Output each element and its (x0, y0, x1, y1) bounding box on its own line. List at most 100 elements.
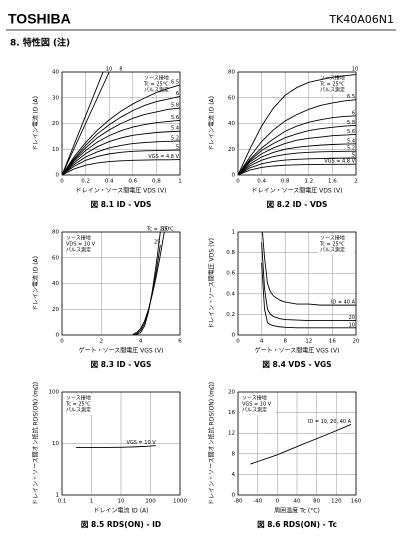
y-tick-label: 0 (56, 333, 60, 339)
legend-box (142, 74, 178, 95)
series-label: 5.4 (171, 126, 179, 132)
y-tick-label: 8 (232, 451, 236, 457)
legend-text: ソース接地 (66, 235, 91, 242)
series-label: ID = 10, 20, 40 A (308, 419, 352, 425)
series-label: 5.6 (347, 129, 355, 135)
y-tick-label: 100 (49, 390, 60, 396)
y-tick-label: 1 (56, 493, 60, 499)
curve (62, 72, 104, 175)
y-tick-label: 10 (52, 147, 59, 153)
series-label: 20 (349, 315, 355, 321)
curve (250, 424, 352, 465)
y-axis-label: ドレイン・ソース間オン抵抗 RDS(ON) (mΩ) (208, 382, 216, 505)
curve (62, 107, 180, 175)
legend-text: ソース接地 (66, 395, 91, 402)
series-label: 6.5 (347, 94, 355, 100)
series-label: ID = 40 A (331, 300, 356, 306)
x-tick-label: 4 (139, 339, 143, 345)
x-tick-label: 0.4 (105, 179, 114, 185)
legend-text: VDS = 10 V (66, 242, 96, 248)
plot-frame (237, 71, 357, 176)
x-tick-label: 160 (351, 499, 362, 505)
y-axis-label: ドレイン・ソース間電圧 VDS (V) (209, 238, 216, 329)
curve (238, 133, 356, 175)
caption: 図 8.3 ID - VGS (91, 360, 152, 369)
y-tick-label: 20 (228, 390, 235, 396)
legend-box (64, 234, 100, 255)
y-tick-label: 1 (232, 230, 236, 236)
series-label: 5.2 (347, 146, 355, 152)
x-tick-label: 0.4 (257, 179, 266, 185)
legend-text: Tc = 25°C (319, 82, 345, 88)
x-tick-label: 0 (236, 179, 240, 185)
part-number: TK40A06N1 (328, 13, 394, 26)
curve (238, 99, 356, 175)
y-tick-label: 0 (232, 493, 236, 499)
series-label: 5.2 (171, 136, 179, 142)
plot-frame (61, 391, 181, 496)
x-tick-label: 6 (178, 339, 182, 345)
x-tick-label: 0 (60, 179, 64, 185)
x-tick-label: 0.6 (128, 179, 137, 185)
legend-text: パルス測定 (320, 87, 345, 94)
legend-text: パルス測定 (66, 407, 91, 414)
y-tick-label: 10 (52, 441, 59, 447)
curve (62, 72, 110, 175)
y-tick-label: 60 (228, 95, 235, 101)
x-tick-label: 12 (305, 339, 312, 345)
legend-text: パルス測定 (242, 407, 267, 414)
x-axis-label: ドレイン・ソース間電圧 VDS (V) (76, 188, 167, 195)
legend-box (240, 394, 276, 415)
plot-frame (61, 71, 181, 176)
x-tick-label: 4 (260, 339, 264, 345)
curve (261, 232, 356, 306)
x-axis-label: ドレイン・ソース間電圧 VDS (V) (252, 188, 343, 195)
x-tick-label: 0.1 (58, 499, 67, 505)
y-axis-label: ドレイン電流 ID (A) (32, 256, 40, 311)
x-axis-label: ゲート・ソース間電圧 VGS (V) (255, 347, 340, 355)
curve (62, 130, 180, 175)
series-label: 5.8 (171, 103, 179, 109)
x-tick-label: 2 (100, 339, 104, 345)
x-tick-label: -80 (234, 499, 243, 505)
x-tick-label: 8 (283, 339, 287, 345)
x-tick-label: 1.6 (328, 179, 337, 185)
x-tick-label: 1.2 (304, 179, 313, 185)
series-label: VGS = 10 V (126, 440, 156, 446)
series-label: Tc = -55°C (146, 227, 174, 233)
legend-text: ソース接地 (320, 75, 345, 82)
series-label: 6.5 (171, 79, 179, 85)
legend-text: Tc = 25°C (143, 82, 169, 88)
y-tick-label: 0 (232, 333, 236, 339)
curve (238, 143, 356, 175)
series-label: 5 (352, 153, 355, 159)
y-tick-label: 20 (228, 147, 235, 153)
y-tick-label: 0.4 (226, 291, 235, 297)
legend-text: VGS = 10 V (242, 402, 272, 408)
series-label: 5.6 (171, 115, 179, 121)
legend-text: Tc = 25°C (319, 242, 345, 248)
legend-text: ソース接地 (320, 235, 345, 242)
series-label: 6 (352, 110, 355, 116)
curve (62, 96, 180, 175)
y-tick-label: 4 (232, 472, 236, 478)
x-tick-label: 100 (145, 499, 156, 505)
curve (238, 115, 356, 175)
y-tick-label: 0.6 (226, 271, 235, 277)
y-tick-label: 16 (228, 410, 235, 416)
x-tick-label: 40 (294, 499, 301, 505)
series-label: 100 (159, 227, 169, 233)
x-tick-label: 1000 (173, 499, 187, 505)
y-axis-label: ドレイン電流 ID (A) (32, 96, 40, 151)
curve (132, 244, 161, 335)
curve (238, 124, 356, 175)
x-tick-label: 0 (276, 499, 280, 505)
legend-box (318, 74, 354, 95)
y-tick-label: 0 (232, 173, 236, 179)
caption: 図 8.2 ID - VDS (267, 200, 328, 209)
x-tick-label: 16 (329, 339, 336, 345)
section-title: 8. 特性図 (注) (10, 37, 70, 49)
